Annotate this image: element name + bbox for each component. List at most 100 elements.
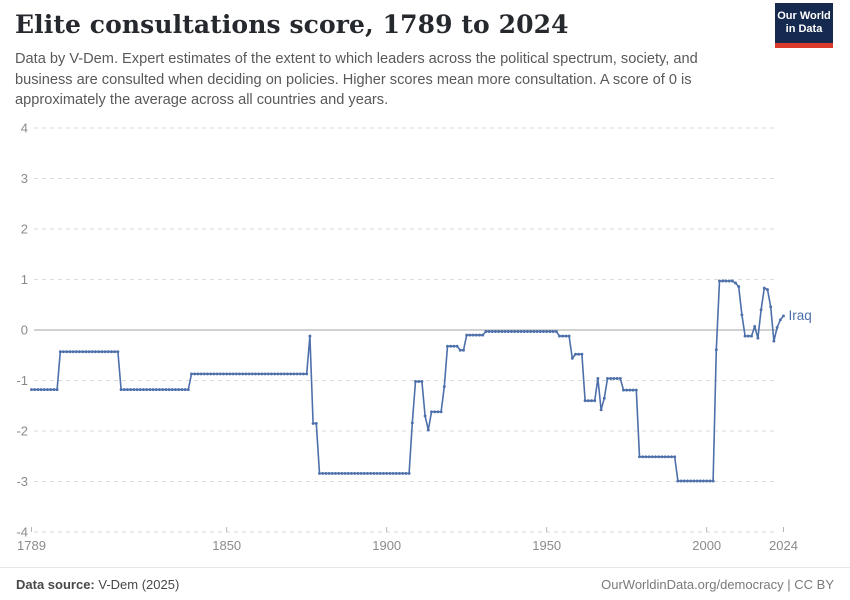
data-point	[708, 479, 712, 483]
data-point	[650, 455, 654, 459]
data-point	[756, 336, 760, 340]
data-point	[782, 314, 785, 318]
data-point	[71, 350, 75, 354]
x-tick-label: 1900	[372, 538, 401, 553]
data-point	[714, 348, 718, 352]
data-point	[314, 421, 318, 425]
attribution-link[interactable]: OurWorldinData.org/democracy | CC BY	[601, 576, 834, 592]
data-source-value: V-Dem (2025)	[94, 576, 180, 592]
data-point	[615, 377, 619, 380]
data-point	[193, 372, 197, 376]
data-series-line[interactable]	[30, 279, 785, 483]
data-point	[769, 305, 773, 309]
data-point	[142, 388, 145, 392]
x-axis-labels: 1789 1850 1900 1950 2000 2024	[17, 538, 798, 553]
data-point	[663, 455, 667, 459]
data-point	[759, 308, 763, 312]
data-point	[446, 344, 449, 348]
data-point	[772, 339, 776, 343]
data-point	[542, 330, 545, 333]
data-point	[225, 372, 229, 376]
data-point	[775, 326, 779, 329]
data-point	[30, 388, 33, 392]
owid-logo-line1: Our World	[777, 10, 831, 23]
gridlines	[34, 127, 778, 533]
data-point	[548, 330, 552, 333]
data-point	[436, 410, 440, 414]
data-point	[110, 350, 113, 354]
data-point	[602, 396, 606, 400]
data-point	[180, 388, 184, 392]
y-tick-label: -1	[16, 373, 28, 388]
data-point	[487, 330, 491, 333]
x-tick-label: 2000	[692, 538, 721, 553]
data-point	[417, 380, 421, 383]
owid-logo: Our World in Data	[775, 3, 833, 48]
data-point	[727, 279, 731, 283]
data-point	[522, 330, 526, 333]
page-title: Elite consultations score, 1789 to 2024	[15, 10, 569, 39]
data-point	[743, 334, 747, 338]
data-point	[318, 471, 321, 475]
data-point	[449, 344, 453, 348]
data-point	[666, 455, 670, 459]
data-point	[212, 372, 216, 376]
data-point	[353, 471, 357, 475]
data-point	[494, 330, 497, 333]
data-point	[634, 388, 638, 392]
data-point	[564, 334, 568, 338]
data-point	[737, 285, 741, 289]
data-point	[183, 388, 187, 392]
data-point	[439, 410, 443, 414]
data-point	[500, 330, 504, 333]
data-point	[148, 388, 152, 392]
data-point	[330, 471, 334, 475]
data-point	[698, 479, 702, 483]
data-point	[529, 330, 533, 333]
x-tick-label: 1789	[17, 538, 46, 553]
data-point	[362, 471, 366, 475]
data-point	[151, 388, 155, 392]
data-point	[257, 372, 261, 376]
data-point	[154, 388, 158, 392]
data-point	[689, 479, 693, 483]
data-point	[452, 344, 456, 348]
data-point	[241, 372, 245, 376]
data-point	[532, 330, 536, 333]
data-point	[346, 471, 350, 475]
data-point	[84, 350, 88, 354]
data-point	[746, 334, 750, 338]
data-point	[647, 455, 651, 459]
entity-label-iraq[interactable]: Iraq	[789, 308, 812, 323]
data-point	[135, 388, 139, 392]
data-point	[378, 471, 382, 475]
data-point	[103, 350, 107, 354]
data-point	[356, 471, 360, 475]
data-point	[81, 350, 85, 354]
data-point	[106, 350, 110, 354]
data-point	[302, 372, 305, 376]
line-chart: 4 3 2 1 0 -1 -2 -3 -4 1789 1850 1900 1950 2000 2024 I…	[16, 121, 812, 554]
data-point	[686, 479, 689, 483]
series-path-iraq[interactable]	[31, 280, 785, 482]
data-point	[462, 348, 465, 352]
data-point	[119, 388, 123, 392]
y-tick-label: 3	[21, 171, 28, 186]
data-point	[702, 479, 705, 483]
data-point	[484, 330, 488, 333]
data-point	[263, 372, 267, 376]
data-point	[420, 380, 424, 383]
data-point	[289, 372, 293, 376]
data-point	[196, 372, 200, 376]
data-point	[545, 330, 549, 333]
data-point	[766, 288, 769, 292]
data-point	[622, 388, 625, 392]
data-point	[46, 388, 49, 392]
data-point	[231, 372, 235, 376]
data-point	[654, 455, 657, 459]
data-point	[244, 372, 248, 376]
data-point	[369, 471, 373, 475]
data-point	[74, 350, 78, 354]
data-point	[724, 279, 728, 283]
data-point	[583, 399, 587, 403]
